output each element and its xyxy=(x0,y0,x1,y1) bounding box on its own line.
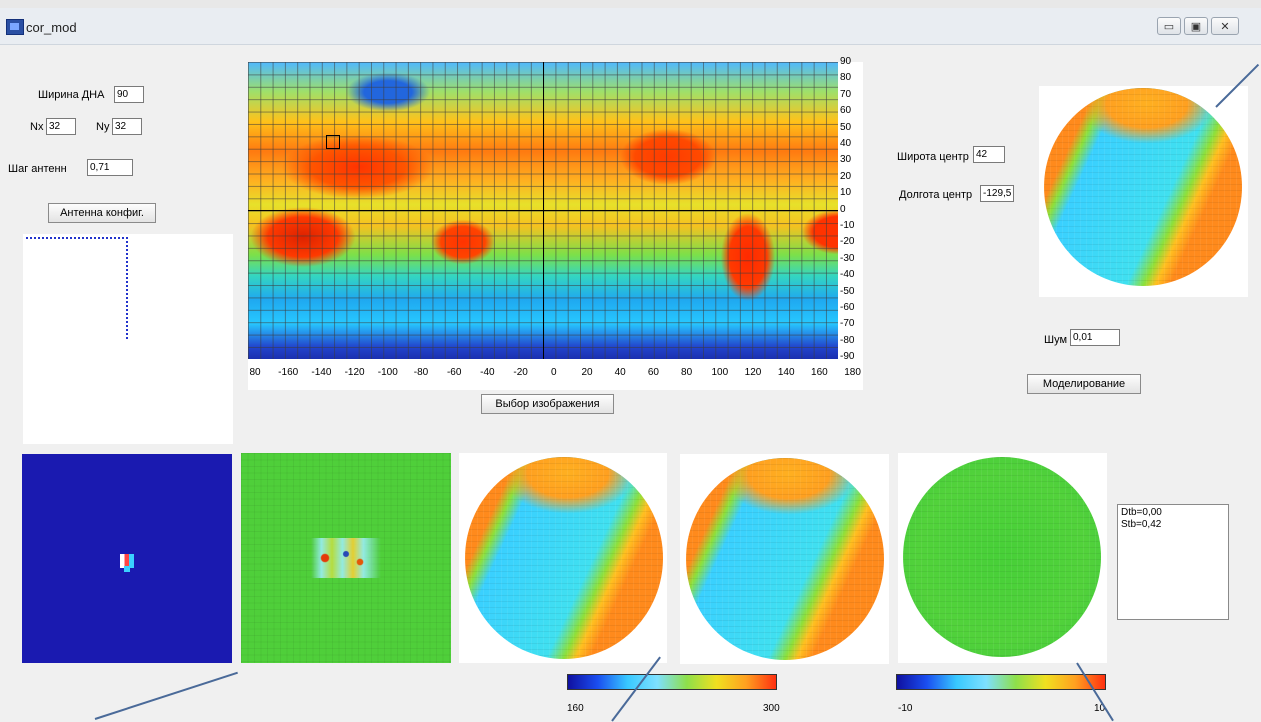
map-x-tick: 60 xyxy=(647,367,659,378)
antenna-step-label: Шаг антенн xyxy=(8,163,67,175)
colorbar-brightness-min: 160 xyxy=(567,703,584,714)
correlation-panel xyxy=(241,453,451,663)
nx-input[interactable] xyxy=(46,118,76,135)
map-y-tick: 20 xyxy=(840,170,852,182)
map-y-tick: 70 xyxy=(840,88,852,100)
colorbar-brightness xyxy=(567,674,777,690)
antenna-config-button[interactable]: Антенна конфиг. xyxy=(48,203,156,223)
maximize-button[interactable]: ▣ xyxy=(1184,17,1208,35)
selected-area-panel xyxy=(1039,86,1248,297)
map-x-tick: -160 xyxy=(278,367,299,378)
center-lat-input[interactable] xyxy=(973,146,1005,163)
map-x-tick: 40 xyxy=(614,367,626,378)
ny-input[interactable] xyxy=(112,118,142,135)
close-button[interactable]: ✕ xyxy=(1211,17,1239,35)
map-x-tick: -80 xyxy=(413,367,429,378)
map-y-tick: 60 xyxy=(840,105,852,117)
map-y-tick: 80 xyxy=(840,72,852,84)
window-title: cor_mod xyxy=(26,20,77,35)
map-y-tick: 30 xyxy=(840,154,852,166)
map-y-tick: -30 xyxy=(840,252,855,264)
pattern-peak xyxy=(120,554,134,568)
map-y-tick: 90 xyxy=(840,56,852,67)
map-y-tick: -20 xyxy=(840,236,855,248)
correlation-peak xyxy=(311,538,381,578)
map-y-tick: -50 xyxy=(840,285,855,297)
center-lon-input[interactable] xyxy=(980,185,1014,202)
ny-label: Ny xyxy=(96,121,110,133)
map-y-tick: -10 xyxy=(840,220,855,231)
stats-stb: Stb=0,42 xyxy=(1121,519,1162,530)
colorbar-difference xyxy=(896,674,1106,690)
map-y-tick: -90 xyxy=(840,351,855,363)
map-x-tick: 180 xyxy=(844,367,861,378)
map-x-tick: 80 xyxy=(249,367,261,378)
beam-width-input[interactable] xyxy=(114,86,144,103)
antenna-layout-panel xyxy=(23,234,233,444)
map-y-tick: -70 xyxy=(840,318,855,330)
map-x-tick: 160 xyxy=(811,367,828,378)
selected-area-disc xyxy=(1044,88,1242,286)
map-x-tick: -120 xyxy=(344,367,365,378)
map-y-tick: 40 xyxy=(840,138,852,149)
map-x-tick: -140 xyxy=(311,367,332,378)
map-x-tick: -40 xyxy=(480,367,495,378)
title-bar: cor_mod ▭ ▣ ✕ xyxy=(0,8,1261,45)
stats-dtb: Dtb=0,00 xyxy=(1121,507,1162,518)
world-map-panel[interactable]: 90 80 70 60 50 40 30 20 10 0 -10 -20 -30 -40 -50 -60 -70… xyxy=(248,56,863,390)
brightness-panel-2 xyxy=(680,454,889,664)
map-x-tick: 20 xyxy=(581,367,593,378)
map-x-tick: 120 xyxy=(744,367,762,378)
beam-width-label: Ширина ДНА xyxy=(38,89,105,101)
map-y-tick: 10 xyxy=(840,187,852,199)
difference-panel xyxy=(898,453,1107,663)
callout-line-bottomleft xyxy=(94,671,238,720)
noise-input[interactable] xyxy=(1070,329,1120,346)
colorbar-difference-max: 10 xyxy=(1094,703,1106,714)
colorbar-difference-min: -10 xyxy=(898,703,913,714)
map-x-tick: 100 xyxy=(711,367,729,378)
map-y-tick: -80 xyxy=(840,334,855,346)
antenna-outline xyxy=(26,237,128,339)
antenna-pattern-panel xyxy=(22,454,232,663)
map-x-tick: 140 xyxy=(777,367,795,378)
antenna-step-input[interactable] xyxy=(87,159,133,176)
difference-disc xyxy=(903,457,1101,657)
nx-label: Nx xyxy=(30,121,44,133)
map-x-tick: 0 xyxy=(551,367,557,378)
brightness-panel-1 xyxy=(459,453,667,663)
map-y-tick: -60 xyxy=(840,302,855,313)
stats-box[interactable]: Dtb=0,00 Stb=0,42 xyxy=(1117,504,1229,620)
noise-label: Шум xyxy=(1044,334,1068,346)
map-y-tick: 0 xyxy=(840,203,846,215)
app-icon xyxy=(6,19,24,35)
select-image-button[interactable]: Выбор изображения xyxy=(481,394,614,414)
minimize-button[interactable]: ▭ xyxy=(1157,17,1181,35)
selection-box xyxy=(326,135,340,149)
brightness-disc-2 xyxy=(686,458,884,660)
map-y-tick: -40 xyxy=(840,269,855,281)
brightness-disc-1 xyxy=(465,457,663,659)
map-x-tick: -60 xyxy=(446,367,462,378)
colorbar-brightness-max: 300 xyxy=(763,703,780,714)
map-x-tick: 80 xyxy=(681,367,693,378)
map-y-tick: 50 xyxy=(840,121,852,133)
center-lat-label: Широта центр xyxy=(897,151,969,163)
map-x-tick: -20 xyxy=(513,367,528,378)
model-button[interactable]: Моделирование xyxy=(1027,374,1141,394)
center-lon-label: Долгота центр xyxy=(899,189,973,201)
map-x-tick: -100 xyxy=(377,367,398,378)
prime-meridian-line xyxy=(543,62,544,359)
